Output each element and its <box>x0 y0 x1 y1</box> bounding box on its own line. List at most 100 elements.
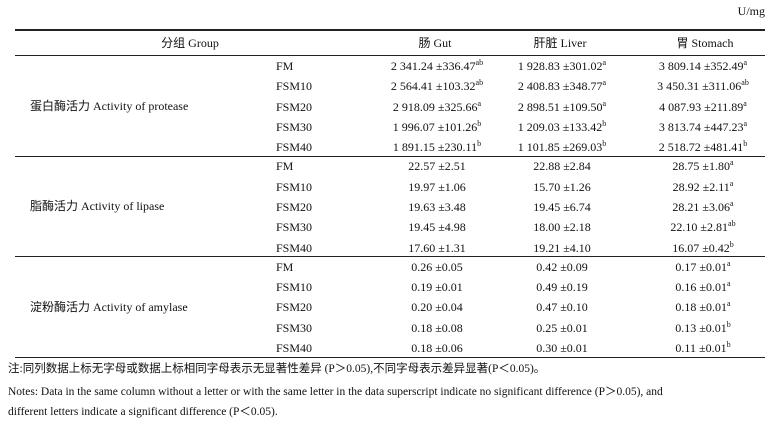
superscript: ab <box>741 78 749 88</box>
diet-label: FSM10 <box>276 279 313 294</box>
cell-value: 0.47 ±0.10 <box>536 300 588 315</box>
cell: 17.60 ±1.31 <box>408 241 466 255</box>
cell: 22.88 ±2.84 <box>533 159 591 173</box>
superscript: ab <box>475 78 484 88</box>
superscript: ab <box>728 219 736 229</box>
cell: 2 341.24 ±336.47ab <box>390 58 484 74</box>
cell: 2 408.83 ±348.77a <box>517 79 606 94</box>
cell-value: 0.11 ±0.01 <box>675 340 727 355</box>
cell: 28.92 ±2.11a <box>672 178 734 194</box>
cell-value: 2 341.24 ±336.47 <box>390 59 476 73</box>
superscript: ab <box>475 58 484 67</box>
cell-value: 0.18 ±0.06 <box>411 340 463 355</box>
cell-value: 0.30 ±0.01 <box>536 340 588 355</box>
cell-value: 15.70 ±1.26 <box>533 179 591 194</box>
diet-label: FSM30 <box>276 220 313 235</box>
cell: 18.00 ±2.18 <box>533 220 591 234</box>
superscript: b <box>602 118 607 128</box>
cell: 2 518.72 ±481.41b <box>659 140 748 155</box>
cell-value: 17.60 ±1.31 <box>408 240 466 255</box>
diet-label: FSM40 <box>276 340 313 355</box>
cell-value: 0.18 ±0.08 <box>411 320 463 335</box>
note: different letters indicate a significant… <box>8 406 278 418</box>
diet-label: FSM10 <box>276 179 313 194</box>
cell-value: 22.88 ±2.84 <box>533 159 591 174</box>
cell-value: 1 891.15 ±230.11 <box>392 140 478 155</box>
cell-value: 1 996.07 ±101.26 <box>392 119 478 134</box>
superscript: b <box>729 239 734 249</box>
cell-value: 28.75 ±1.80 <box>672 159 731 174</box>
cell: 16.07 ±0.42b <box>672 239 734 255</box>
cell-value: 0.13 ±0.01 <box>675 320 727 335</box>
cell-value: 0.49 ±0.19 <box>536 279 588 294</box>
cell-value: 2 564.41 ±103.32 <box>390 79 476 94</box>
cell: 0.26 ±0.05 <box>411 260 463 274</box>
group-rule <box>15 256 765 258</box>
superscript: a <box>727 258 731 268</box>
cell-value: 2 898.51 ±109.50 <box>517 99 603 114</box>
cell: 0.18 ±0.01a <box>675 300 730 315</box>
cell: 0.25 ±0.01 <box>536 321 588 335</box>
cell: 0.49 ±0.19 <box>536 280 588 294</box>
diet-label: FM <box>276 159 294 174</box>
header-rule <box>15 55 765 56</box>
cell-value: 3 813.74 ±447.23 <box>658 119 744 134</box>
superscript: a <box>743 58 748 67</box>
cell: 0.19 ±0.01 <box>411 280 463 294</box>
cell-value: 28.21 ±3.06 <box>672 199 731 214</box>
cell-value: 19.21 ±4.10 <box>533 240 591 255</box>
column-header: 肠 Gut <box>418 36 452 50</box>
superscript: a <box>727 278 731 288</box>
cell: 15.70 ±1.26 <box>533 180 591 194</box>
superscript: a <box>743 118 748 128</box>
cell: 3 813.74 ±447.23a <box>658 118 748 134</box>
superscript: b <box>726 319 731 329</box>
cell-value: 0.25 ±0.01 <box>536 320 588 335</box>
superscript: a <box>477 98 482 108</box>
diet-label: FSM40 <box>276 140 313 155</box>
superscript: a <box>602 98 607 108</box>
cell: 0.20 ±0.04 <box>411 300 463 314</box>
cell-value: 0.20 ±0.04 <box>411 300 463 315</box>
cell: 0.17 ±0.01a <box>675 258 731 274</box>
cell-value: 2 918.09 ±325.66 <box>392 99 478 114</box>
cell-value: 2 408.83 ±348.77 <box>517 79 603 94</box>
diet-label: FSM30 <box>276 119 313 134</box>
superscript: a <box>730 158 734 168</box>
group-rule <box>15 156 765 157</box>
cell: 1 928.83 ±301.02a <box>518 59 606 74</box>
cell-value: 0.18 ±0.01 <box>675 300 728 315</box>
cell-value: 28.92 ±2.11 <box>672 179 730 194</box>
cell: 0.11 ±0.01b <box>675 339 731 355</box>
cell-value: 16.07 ±0.42 <box>672 240 730 255</box>
cell: 0.16 ±0.01a <box>675 278 731 294</box>
cell: 1 101.85 ±269.03b <box>517 140 607 155</box>
diet-label: FM <box>276 59 294 73</box>
cell-value: 3 809.14 ±352.49 <box>658 59 744 73</box>
diet-label: FSM20 <box>276 199 313 214</box>
top-rule <box>15 29 765 31</box>
cell-value: 0.16 ±0.01 <box>675 279 728 294</box>
unit: U/mg <box>737 4 765 18</box>
cell: 28.75 ±1.80a <box>672 158 734 174</box>
cell: 1 996.07 ±101.26b <box>392 119 482 134</box>
cell: 0.30 ±0.01 <box>536 341 588 355</box>
cell-value: 22.57 ±2.51 <box>408 159 466 174</box>
diet-label: FSM10 <box>276 79 313 94</box>
cell-value: 0.19 ±0.01 <box>411 279 463 294</box>
cell-value: 1 101.85 ±269.03 <box>517 140 603 155</box>
cell: 3 450.31 ±311.06ab <box>657 78 749 94</box>
superscript: b <box>726 339 731 349</box>
column-header: 胃 Stomach <box>676 36 734 50</box>
group-label: 脂酶活力 Activity of lipase <box>30 199 165 214</box>
column-header: 分组 Group <box>161 36 219 50</box>
cell: 0.47 ±0.10 <box>536 300 588 314</box>
cell: 22.57 ±2.51 <box>408 159 466 173</box>
cell-value: 4 087.93 ±211.89 <box>659 99 744 114</box>
cell: 1 891.15 ±230.11b <box>392 140 481 155</box>
cell: 2 564.41 ±103.32ab <box>390 78 484 94</box>
superscript: a <box>729 178 734 188</box>
cell: 2 918.09 ±325.66a <box>392 98 482 114</box>
cell: 19.45 ±6.74 <box>533 200 591 214</box>
